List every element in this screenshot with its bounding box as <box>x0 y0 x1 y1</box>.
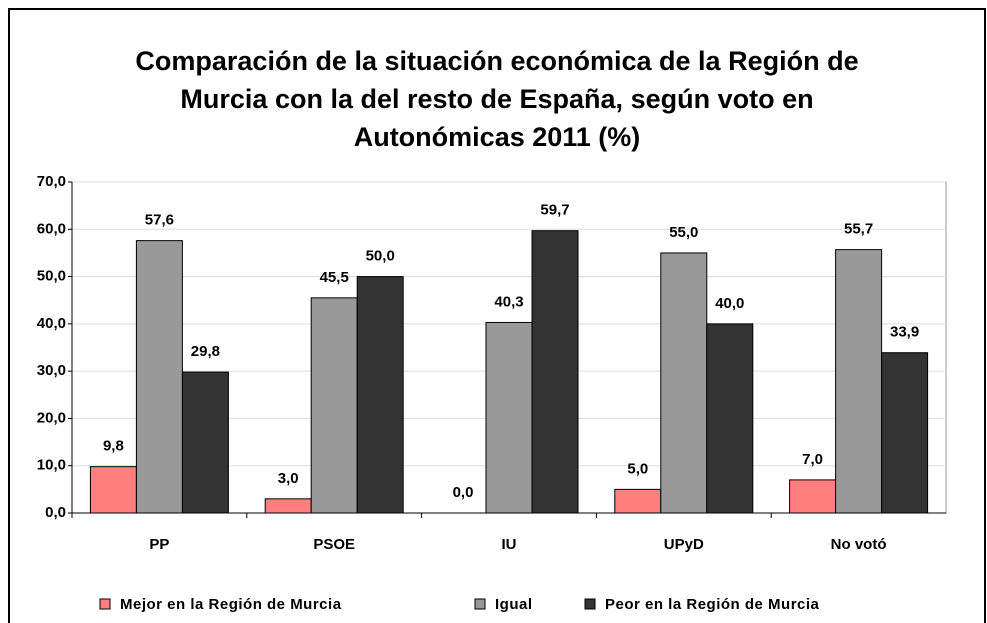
bar <box>835 249 883 514</box>
value-label: 45,5 <box>320 269 349 286</box>
x-tick-label: No votó <box>831 536 887 553</box>
x-tick-label: UPyD <box>664 536 704 553</box>
bar <box>89 466 137 514</box>
y-tick-label: 0,0 <box>45 504 66 521</box>
value-label: 0,0 <box>453 484 474 501</box>
bar <box>485 321 533 514</box>
legend-label: Mejor en la Región de Murcia <box>120 596 342 613</box>
bar <box>614 488 662 514</box>
value-label: 5,0 <box>627 460 648 477</box>
y-tick-label: 70,0 <box>37 173 66 190</box>
legend-swatch <box>474 598 486 610</box>
bar <box>310 297 358 514</box>
y-tick-label: 20,0 <box>37 409 66 426</box>
legend-swatch <box>99 598 111 610</box>
value-label: 33,9 <box>890 324 919 341</box>
bar <box>881 352 929 514</box>
value-label: 3,0 <box>278 470 299 487</box>
bar <box>356 276 404 514</box>
bar <box>706 323 754 514</box>
y-tick-label: 40,0 <box>37 315 66 332</box>
value-label: 59,7 <box>540 202 569 219</box>
x-tick-label: IU <box>502 536 517 553</box>
value-label: 57,6 <box>145 212 174 229</box>
value-label: 55,0 <box>669 224 698 241</box>
x-tick-label: PSOE <box>313 536 355 553</box>
value-label: 29,8 <box>191 343 220 360</box>
legend-swatch <box>584 598 596 610</box>
x-tick-label: PP <box>149 536 169 553</box>
value-label: 9,8 <box>103 438 124 455</box>
legend-label: Igual <box>495 596 533 613</box>
bar <box>789 479 837 514</box>
bar <box>181 371 229 514</box>
chart-title: Comparación de la situación económica de… <box>135 46 859 152</box>
y-tick-label: 10,0 <box>37 457 66 474</box>
value-label: 55,7 <box>844 221 873 238</box>
value-label: 40,3 <box>494 293 523 310</box>
legend-label: Peor en la Región de Murcia <box>605 596 820 613</box>
value-label: 50,0 <box>366 248 395 265</box>
y-tick-label: 30,0 <box>37 362 66 379</box>
value-label: 40,0 <box>715 295 744 312</box>
y-tick-label: 50,0 <box>37 268 66 285</box>
bar <box>531 230 579 514</box>
bar <box>264 498 312 514</box>
y-tick-label: 60,0 <box>37 220 66 237</box>
bar <box>660 252 708 514</box>
bar <box>135 240 183 514</box>
value-label: 7,0 <box>802 451 823 468</box>
